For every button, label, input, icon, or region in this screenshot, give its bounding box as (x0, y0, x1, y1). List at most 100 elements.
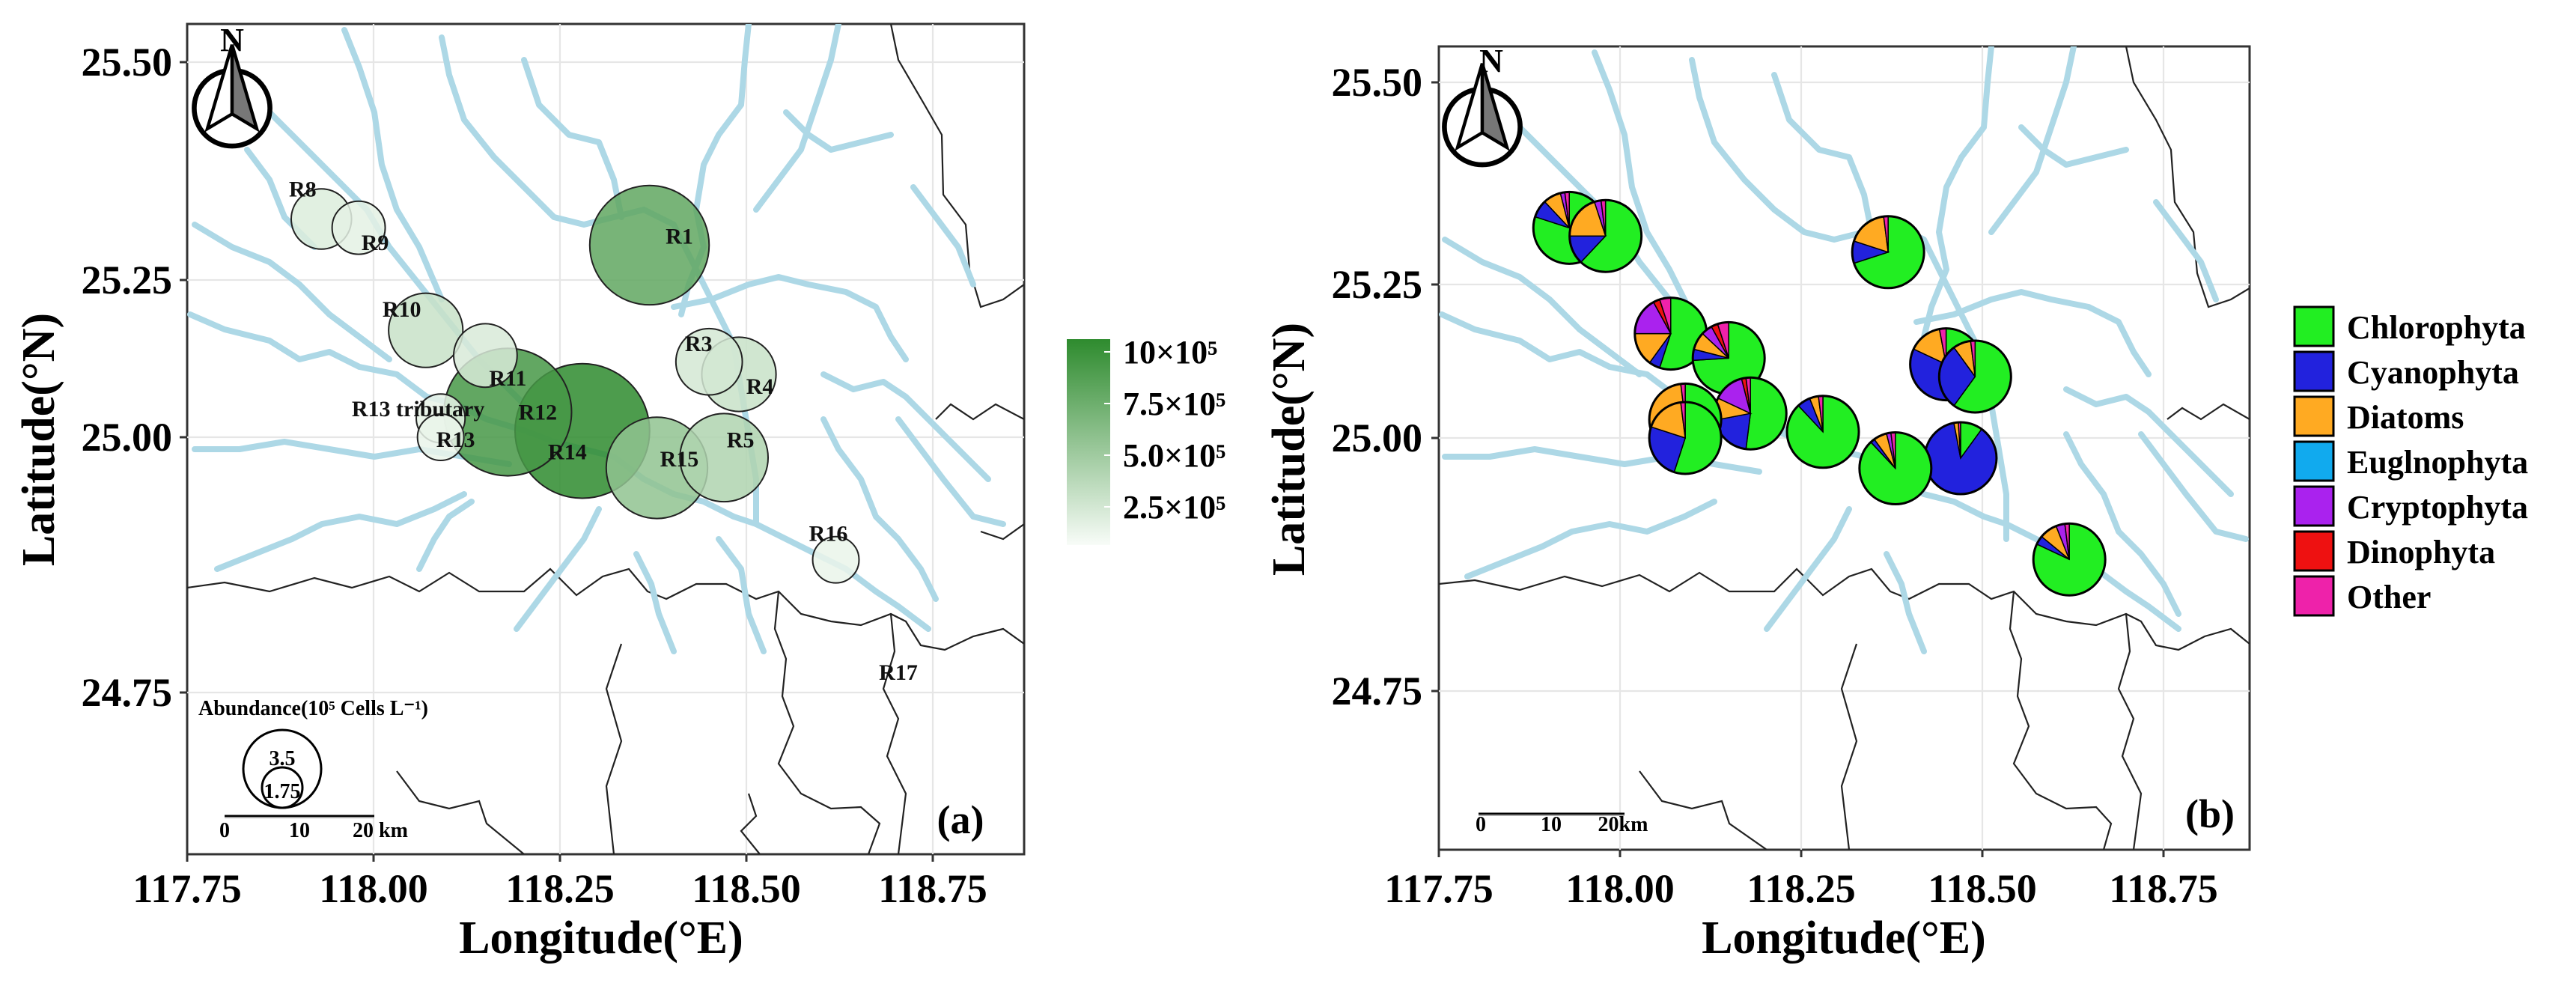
x-tick: 117.75 (1384, 866, 1493, 911)
site-label: R8 (289, 177, 317, 202)
pie-outline (2032, 522, 2107, 597)
base-map (1439, 46, 2250, 850)
x-tick: 117.75 (133, 866, 242, 911)
site-label: R4 (746, 374, 774, 399)
legend-label-diatoms: Diatoms (2347, 399, 2464, 436)
composition-pies (1532, 190, 2107, 597)
x-tick: 118.00 (319, 866, 428, 911)
legend-label-chlorophyta: Chlorophyta (2347, 309, 2526, 346)
x-axis-label: Longitude(°E) (1702, 913, 1986, 964)
size-legend: Abundance(10⁵ Cells L⁻¹) 3.5 1.75 (198, 697, 428, 809)
scale-tick-20: 20km (1598, 813, 1648, 836)
y-tick: 25.00 (82, 415, 173, 460)
x-axis-a: 117.75 118.00 118.25 118.50 118.75 Longi… (133, 854, 987, 964)
pie-r4 (1937, 339, 2012, 414)
legend-swatch-euglnophyta (2293, 440, 2335, 482)
y-tick: 24.75 (1332, 669, 1423, 713)
site-label: R17 (879, 660, 918, 685)
north-label: N (220, 22, 244, 58)
site-label: R3 (685, 332, 713, 356)
scale-tick-20: 20 km (353, 819, 408, 842)
legend-swatch-chlorophyta (2293, 305, 2335, 347)
pie-r15 (1858, 431, 1933, 506)
pie-r13-tributary (1648, 401, 1723, 475)
x-tick: 118.75 (878, 866, 987, 911)
size-legend-title: Abundance(10⁵ Cells L⁻¹) (198, 697, 428, 720)
pie-outline (1785, 395, 1860, 469)
scale-tick-10: 10 (1541, 813, 1562, 836)
abundance-bubble-r16 (812, 535, 860, 584)
gridlines (1439, 46, 2250, 850)
y-tick: 25.25 (82, 258, 173, 302)
scale-tick-0: 0 (219, 819, 230, 842)
site-label: R15 (660, 447, 699, 472)
site-label: R9 (362, 231, 389, 255)
abundance-bubble-r1 (588, 184, 710, 306)
y-tick: 24.75 (82, 670, 173, 715)
size-legend-circle-small (261, 766, 304, 809)
pie-r12 (1713, 376, 1788, 451)
colorbar-tick: 2.5×10⁵ (1123, 489, 1225, 526)
map-panel-b: N 0 10 20km (b) 25.50 25.25 25.00 24.75 … (1264, 43, 2251, 964)
colorbar-gradient (1067, 339, 1110, 545)
y-axis-label: Latitude(°N) (1264, 323, 1315, 576)
x-tick: 118.00 (1565, 866, 1675, 911)
pie-r16 (2032, 522, 2107, 597)
abundance-bubble-r9 (331, 200, 386, 255)
pie-outline (1851, 215, 1925, 290)
x-tick: 118.75 (2109, 866, 2218, 911)
abundance-bubble-r10 (388, 292, 464, 368)
pie-r5 (1923, 421, 1998, 496)
pie-outline (1858, 431, 1933, 506)
scale-tick-10: 10 (289, 819, 310, 842)
site-label: R11 (489, 366, 526, 391)
y-axis-label: Latitude(°N) (13, 313, 64, 566)
panel-tag-a: (a) (937, 797, 984, 842)
site-label: R12 (518, 400, 557, 424)
map-panel-a: R1 R3 R4 R5 R8 R9 R10 R11 R12 R13 R14 R15 R16 R17 R13 … (13, 22, 1026, 964)
y-tick: 25.50 (82, 40, 173, 85)
legend-swatch-cryptophyta (2293, 485, 2335, 527)
legend-label-cryptophyta: Cryptophyta (2347, 489, 2528, 526)
size-legend-large-value: 3.5 (270, 747, 296, 770)
phyla-legend: Chlorophyta Cyanophyta Diatoms Euglnophyta C… (2293, 305, 2528, 617)
pie-outline (1568, 198, 1643, 273)
legend-label-cyanophyta: Cyanophyta (2347, 354, 2519, 391)
site-label: R1 (666, 224, 693, 249)
abundance-bubble-r11 (453, 323, 518, 389)
panel-tag-b: (b) (2185, 791, 2235, 836)
site-label: R10 (383, 297, 421, 322)
x-tick: 118.50 (692, 866, 801, 911)
legend-label-dinophyta: Dinophyta (2347, 534, 2495, 570)
legend-swatch-cyanophyta (2293, 350, 2335, 392)
site-label: R16 (809, 522, 848, 547)
scale-tick-0: 0 (1476, 813, 1486, 836)
y-axis-b: 25.50 25.25 25.00 24.75 Latitude(°N) (1264, 60, 1439, 713)
x-axis-b: 117.75 118.00 118.25 118.50 118.75 Longi… (1384, 850, 2218, 964)
x-axis-label: Longitude(°E) (459, 913, 743, 964)
colorbar-tick: 10×10⁵ (1123, 334, 1217, 371)
abundance-bubble-r13-tributary (416, 413, 465, 461)
colorbar-tick: 7.5×10⁵ (1123, 386, 1225, 422)
pie-r1 (1851, 215, 1925, 290)
abundance-colorbar: 10×10⁵ 7.5×10⁵ 5.0×10⁵ 2.5×10⁵ (1067, 334, 1225, 545)
pie-r10 (1633, 296, 1708, 371)
legend-label-other: Other (2347, 579, 2431, 615)
north-label: N (1479, 43, 1503, 79)
y-axis-a: 25.50 25.25 25.00 24.75 Latitude(°N) (13, 40, 187, 715)
abundance-bubble-r5 (679, 413, 770, 503)
x-tick: 118.50 (1928, 866, 2037, 911)
scale-bar: 0 10 20km (1476, 812, 1648, 836)
legend-label-euglnophyta: Euglnophyta (2347, 444, 2528, 481)
scale-bar: 0 10 20 km (219, 815, 408, 842)
size-legend-small-value: 1.75 (264, 780, 301, 803)
pie-r14 (1785, 395, 1860, 469)
legend-swatch-diatoms (2293, 395, 2335, 437)
site-label: R14 (548, 440, 587, 465)
colorbar-tick: 5.0×10⁵ (1123, 437, 1225, 474)
abundance-bubble-r3 (675, 327, 743, 396)
site-label: R5 (727, 427, 755, 452)
y-tick: 25.25 (1332, 262, 1423, 307)
y-tick: 25.00 (1332, 416, 1423, 460)
